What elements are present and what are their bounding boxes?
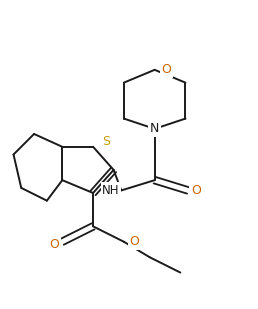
Text: NH: NH — [102, 184, 120, 197]
Text: O: O — [129, 235, 139, 248]
Text: O: O — [161, 63, 171, 76]
Text: O: O — [191, 184, 201, 197]
Text: O: O — [50, 238, 60, 251]
Text: N: N — [150, 122, 159, 135]
Text: S: S — [102, 135, 110, 148]
